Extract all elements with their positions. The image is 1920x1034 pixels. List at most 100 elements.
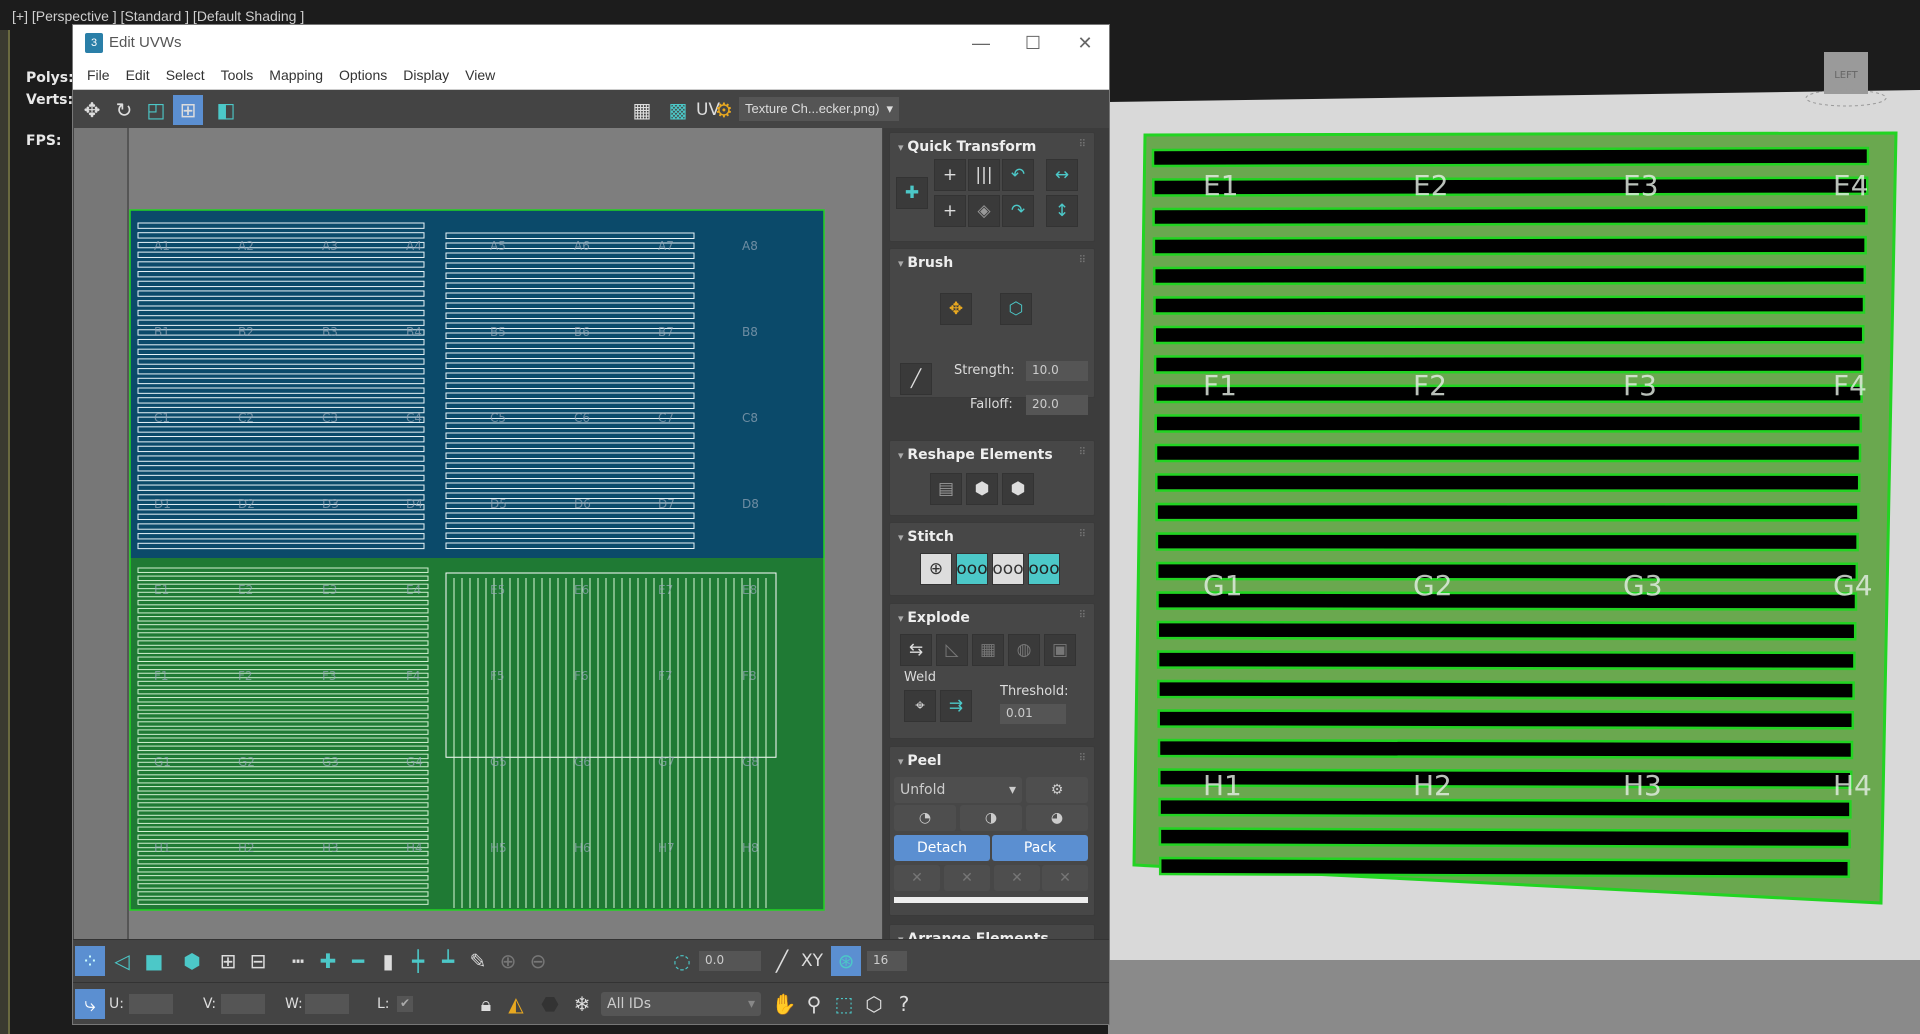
uv-shell[interactable] — [137, 533, 425, 540]
uv-shell[interactable] — [137, 826, 429, 832]
uv-shell[interactable] — [445, 532, 695, 539]
relax-instant-icon[interactable]: ⬢ — [966, 473, 998, 505]
uv-shell[interactable] — [137, 777, 429, 784]
uv-shell[interactable] — [137, 436, 425, 443]
peel-mode-dropdown[interactable]: Unfold ▾ — [894, 777, 1022, 803]
uv-shell[interactable] — [137, 810, 429, 816]
perspective-viewport[interactable]: LEFT E1 E2 E3 E4 F1 F2 F3 F4 G1 G2 G3 G4 H1 H2 H3 H4 — [1108, 0, 1920, 1034]
grille-slat[interactable] — [1156, 620, 1857, 641]
uv-shell[interactable] — [445, 462, 695, 469]
uv-shell[interactable] — [137, 899, 429, 905]
uv-shell[interactable] — [137, 567, 429, 573]
flatten-by-smoothing-icon[interactable]: ◺ — [936, 634, 968, 666]
flatten-by-material-icon[interactable]: ▦ — [972, 634, 1004, 666]
rotate-ccw-icon[interactable]: ↶ — [1002, 159, 1034, 191]
uv-shell[interactable] — [137, 251, 425, 258]
uv-shell[interactable] — [445, 332, 695, 339]
uv-shell[interactable] — [137, 850, 429, 857]
align-vertical-icon[interactable]: + — [934, 195, 966, 227]
help-icon[interactable]: ? — [898, 992, 910, 1016]
uv-shell[interactable] — [137, 729, 429, 735]
scale-icon[interactable]: ◰ — [146, 98, 166, 122]
vertex-mode-icon[interactable]: ⁘ — [75, 946, 105, 976]
edge-mode-icon[interactable]: ◁ — [114, 949, 130, 973]
uv-shell[interactable] — [445, 252, 695, 259]
uv-shell[interactable] — [137, 583, 429, 590]
maximize-button[interactable]: ☐ — [1024, 33, 1042, 53]
set-pivot-icon[interactable]: ✚ — [896, 177, 928, 209]
uv-shell[interactable] — [137, 648, 429, 654]
menu-view[interactable]: View — [465, 67, 496, 83]
uv-shell[interactable] — [137, 309, 425, 317]
lock-icon[interactable]: 🔒︎ — [480, 992, 492, 1016]
pack-button[interactable]: Pack — [992, 835, 1088, 861]
auto-pin-icon[interactable]: ✕ — [994, 865, 1040, 891]
rotate-cw-icon[interactable]: ↷ — [1002, 195, 1034, 227]
angle-spinner[interactable]: 0.0 — [699, 951, 761, 971]
stitch-to-target-icon[interactable]: ooo — [956, 553, 988, 585]
freeze-icon[interactable]: ❄ — [573, 992, 591, 1016]
uv-shell[interactable] — [137, 542, 425, 550]
loop-grow-icon[interactable]: ✚ — [319, 949, 337, 973]
uv-editor-canvas[interactable]: A1 A2 A3 A4 A5 A6 A7 A8 B1 B2 B3 B4 B5 B6 B7 B8 C1 C2 C3 C4… — [74, 128, 882, 939]
pan-hand-icon[interactable]: ✋ — [771, 992, 797, 1016]
uv-shell[interactable] — [137, 397, 425, 404]
uv-shell[interactable] — [137, 883, 429, 889]
uv-shell[interactable] — [137, 664, 429, 671]
uv-shell[interactable] — [137, 818, 429, 824]
viewcube[interactable] — [1824, 52, 1868, 94]
u-input[interactable] — [129, 994, 173, 1014]
uv-shell[interactable] — [445, 432, 695, 439]
uv-shell[interactable] — [445, 322, 695, 329]
detach-button[interactable]: Detach — [894, 835, 990, 861]
strength-spinner[interactable]: 10.0 — [1026, 361, 1088, 381]
uv-shell[interactable] — [445, 452, 695, 459]
absolute-mode-icon[interactable]: ⤷ — [75, 989, 105, 1019]
uv-shell[interactable] — [137, 523, 425, 530]
uv-shell[interactable] — [137, 769, 429, 776]
stitch-custom-icon[interactable]: ⊕ — [920, 553, 952, 585]
rollout-title[interactable]: Brush — [898, 255, 953, 271]
uv-shell[interactable] — [137, 656, 429, 662]
peel-settings-icon[interactable]: ⚙ — [1026, 777, 1088, 803]
uv-shell[interactable] — [445, 242, 695, 249]
ring-shrink-icon[interactable]: ┷ — [441, 949, 455, 973]
relax-icon[interactable]: ⬢ — [1002, 473, 1034, 505]
uv-shell[interactable] — [137, 875, 429, 881]
falloff-spinner[interactable]: 20.0 — [1026, 395, 1088, 415]
uv-shell[interactable] — [137, 426, 425, 433]
show-map-icon[interactable]: ▩ — [668, 98, 688, 122]
mirror-icon[interactable]: ◧ — [216, 98, 236, 122]
texture-settings-icon[interactable]: ⚙ — [715, 98, 733, 122]
xy-toggle[interactable]: XY — [800, 951, 824, 971]
flatten-by-polygon-icon[interactable]: ◍ — [1008, 634, 1040, 666]
uv-shell[interactable] — [137, 721, 429, 727]
uv-shell[interactable] — [445, 342, 695, 349]
menu-mapping[interactable]: Mapping — [269, 67, 323, 83]
freeform-icon[interactable]: ⊞ — [173, 95, 203, 125]
grille-slat[interactable] — [1155, 561, 1859, 582]
uv-shell[interactable] — [137, 607, 429, 614]
rollout-title[interactable]: Peel — [898, 753, 941, 769]
uv-shell[interactable] — [137, 406, 425, 414]
zoom-region-icon[interactable]: ⬚ — [834, 992, 854, 1016]
uv-shell[interactable] — [137, 705, 429, 711]
uv-shell[interactable] — [445, 232, 695, 239]
grille-slat[interactable] — [1153, 324, 1865, 345]
grille-slat[interactable] — [1157, 738, 1854, 760]
menu-file[interactable]: File — [87, 67, 110, 83]
uv-shell[interactable] — [137, 672, 429, 679]
uv-shell[interactable] — [137, 290, 425, 297]
uv-shell[interactable] — [137, 445, 425, 453]
uv-shell[interactable] — [445, 362, 695, 369]
rollout-title[interactable]: Stitch — [898, 529, 954, 545]
uv-shell[interactable] — [137, 465, 425, 472]
peel-icon[interactable]: ◑ — [960, 805, 1022, 831]
grille-slat[interactable] — [1155, 502, 1860, 522]
align-horizontal-icon[interactable]: + — [934, 159, 966, 191]
uv-shell[interactable] — [137, 494, 425, 501]
uv-shell[interactable] — [137, 753, 429, 760]
uv-shell[interactable] — [445, 352, 695, 359]
uv-shell[interactable] — [137, 484, 425, 491]
menu-options[interactable]: Options — [339, 67, 388, 83]
